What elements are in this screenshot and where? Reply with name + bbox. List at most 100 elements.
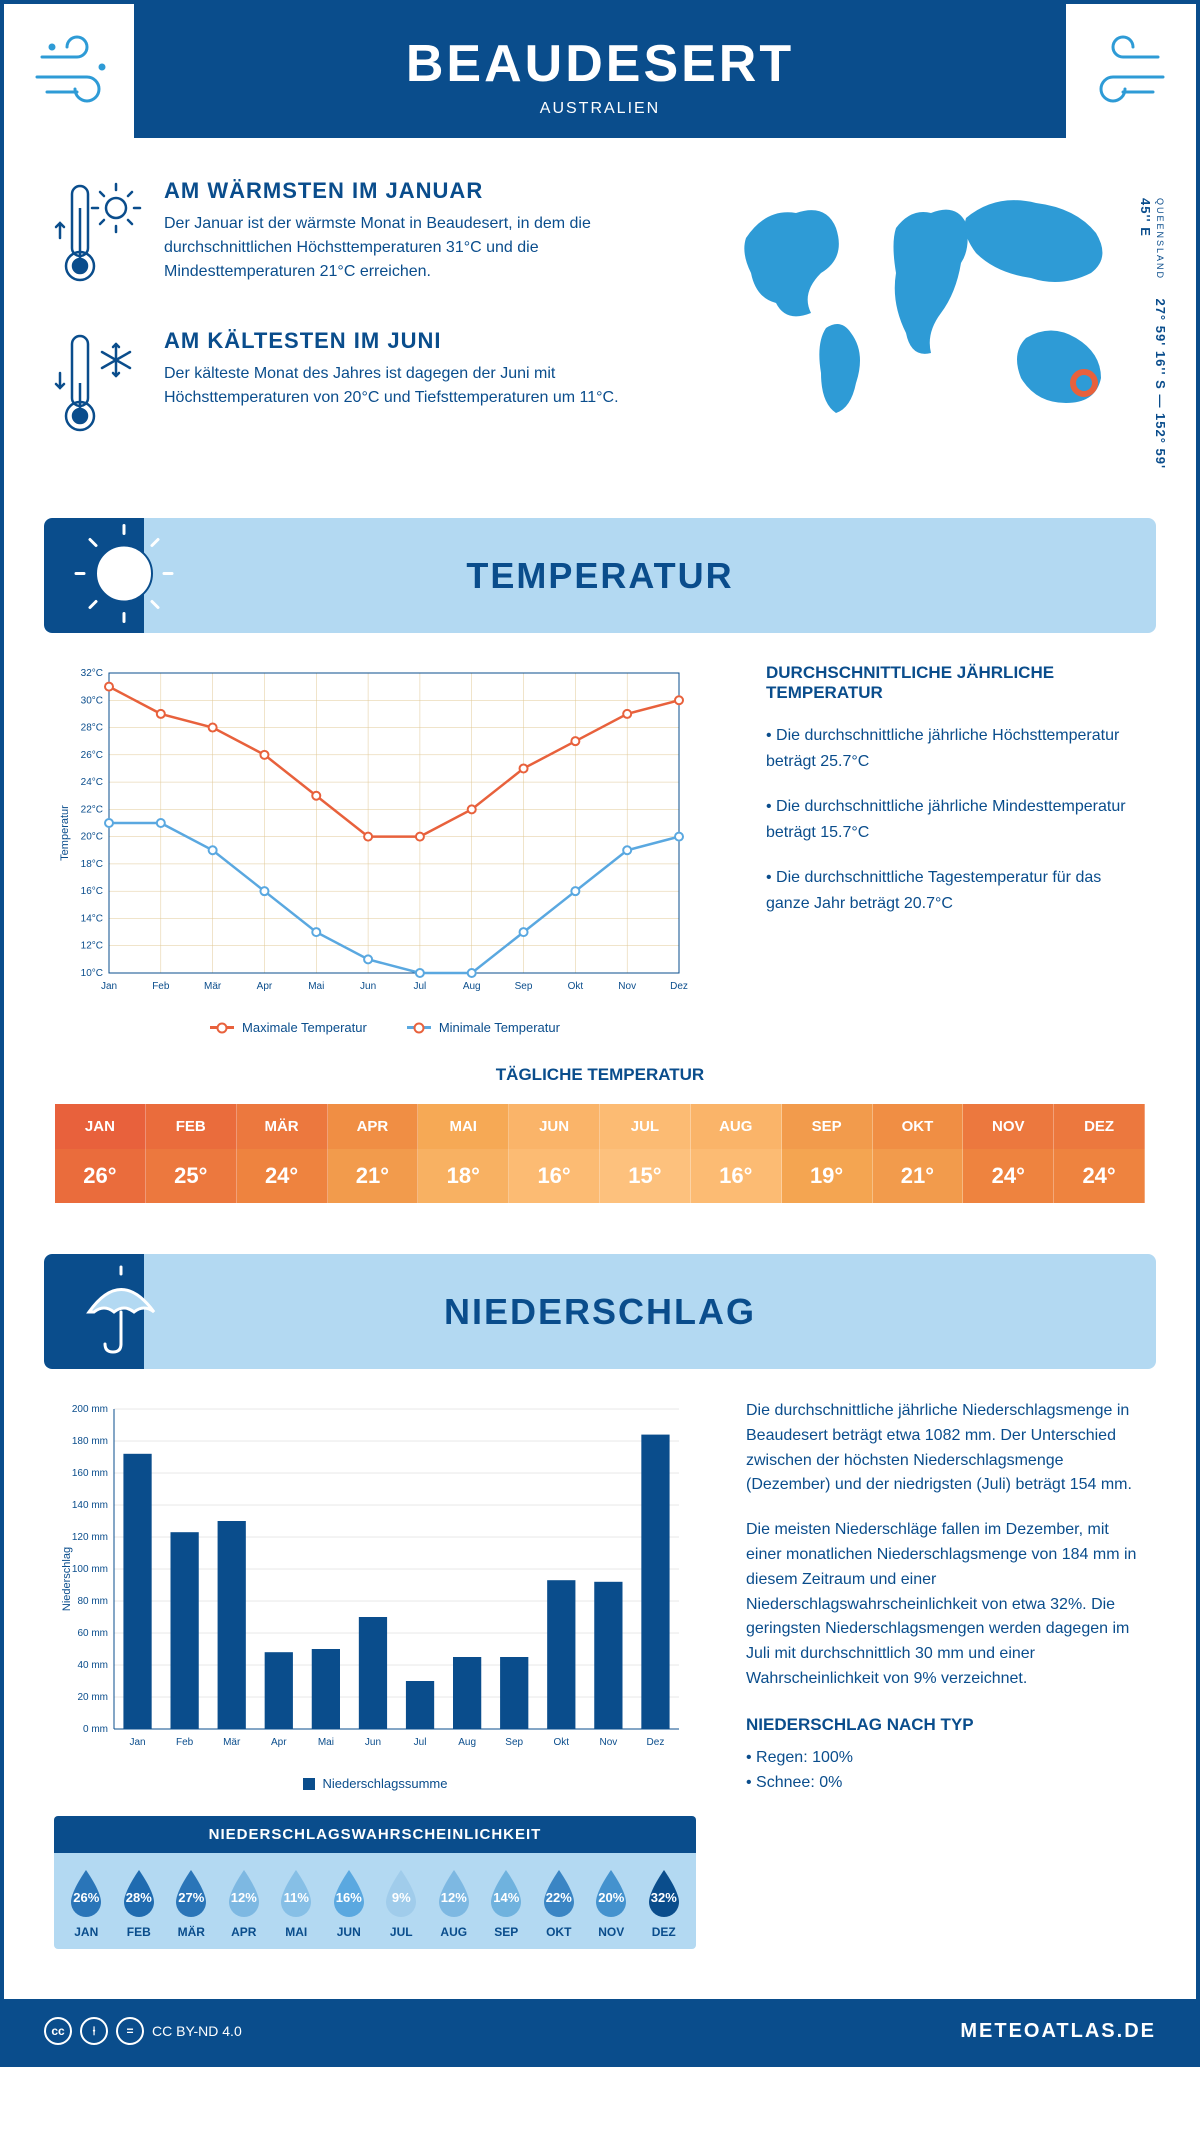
- svg-text:Mär: Mär: [223, 1737, 241, 1748]
- svg-text:20°C: 20°C: [81, 832, 103, 843]
- prob-cell: 9% JUL: [375, 1867, 428, 1939]
- precip-prob-grid: 26% JAN 28% FEB 27% MÄR 12% APR: [54, 1853, 696, 1949]
- site-name: METEOATLAS.DE: [960, 2020, 1156, 2043]
- prob-cell: 16% JUN: [323, 1867, 376, 1939]
- annual-temp-p2: • Die durchschnittliche jährliche Mindes…: [766, 794, 1146, 845]
- by-icon: ⍿: [80, 2017, 108, 2045]
- umbrella-icon: [74, 1262, 169, 1357]
- daily-month: MÄR: [237, 1104, 328, 1149]
- svg-text:Feb: Feb: [152, 981, 170, 992]
- prob-cell: 14% SEP: [480, 1867, 533, 1939]
- raindrop-icon: 12%: [223, 1867, 265, 1919]
- daily-temp-title: TÄGLICHE TEMPERATUR: [54, 1065, 1146, 1085]
- daily-value: 24°: [963, 1149, 1054, 1203]
- svg-text:Nov: Nov: [618, 981, 636, 992]
- svg-text:Mär: Mär: [204, 981, 222, 992]
- svg-text:200 mm: 200 mm: [72, 1404, 108, 1415]
- svg-text:16°C: 16°C: [81, 886, 103, 897]
- prob-cell: 27% MÄR: [165, 1867, 218, 1939]
- svg-text:100 mm: 100 mm: [72, 1564, 108, 1575]
- svg-text:60 mm: 60 mm: [77, 1628, 108, 1639]
- svg-text:Aug: Aug: [458, 1737, 476, 1748]
- svg-text:Niederschlag: Niederschlag: [61, 1547, 73, 1611]
- daily-month: JAN: [55, 1104, 146, 1149]
- raindrop-icon: 11%: [275, 1867, 317, 1919]
- daily-value: 15°: [600, 1149, 691, 1203]
- wind-icon: [1068, 32, 1168, 112]
- daily-month: SEP: [782, 1104, 873, 1149]
- prob-cell: 12% AUG: [428, 1867, 481, 1939]
- raindrop-icon: 14%: [485, 1867, 527, 1919]
- precip-prob-title: NIEDERSCHLAGSWAHRSCHEINLICHKEIT: [54, 1816, 696, 1853]
- daily-value: 16°: [691, 1149, 782, 1203]
- raindrop-icon: 27%: [170, 1867, 212, 1919]
- footer: cc ⍿ = CC BY-ND 4.0 METEOATLAS.DE: [4, 1999, 1196, 2063]
- coldest-fact: AM KÄLTESTEN IM JUNI Der kälteste Monat …: [54, 328, 686, 443]
- precip-p1: Die durchschnittliche jährliche Niedersc…: [746, 1399, 1146, 1498]
- daily-value: 24°: [1054, 1149, 1145, 1203]
- svg-text:80 mm: 80 mm: [77, 1596, 108, 1607]
- daily-value: 18°: [418, 1149, 509, 1203]
- precip-p2: Die meisten Niederschläge fallen im Deze…: [746, 1518, 1146, 1692]
- prob-cell: 11% MAI: [270, 1867, 323, 1939]
- thermometer-sun-icon: [54, 178, 144, 288]
- precipitation-banner: NIEDERSCHLAG: [44, 1254, 1156, 1369]
- daily-month: FEB: [146, 1104, 237, 1149]
- infographic-page: BEAUDESERT AUSTRALIEN: [0, 0, 1200, 2067]
- svg-text:Okt: Okt: [568, 981, 584, 992]
- prob-cell: 22% OKT: [533, 1867, 586, 1939]
- daily-month: MAI: [418, 1104, 509, 1149]
- daily-value: 25°: [146, 1149, 237, 1203]
- temperature-heading: TEMPERATUR: [466, 555, 733, 597]
- prob-cell: 32% DEZ: [638, 1867, 691, 1939]
- legend-max: Maximale Temperatur: [242, 1020, 367, 1035]
- world-map-icon: [716, 178, 1146, 438]
- daily-month: NOV: [963, 1104, 1054, 1149]
- svg-text:Aug: Aug: [463, 981, 481, 992]
- sun-icon: [74, 523, 174, 623]
- daily-month: JUN: [509, 1104, 600, 1149]
- raindrop-icon: 28%: [118, 1867, 160, 1919]
- svg-text:40 mm: 40 mm: [77, 1660, 108, 1671]
- svg-text:Nov: Nov: [599, 1737, 617, 1748]
- svg-text:Jan: Jan: [129, 1737, 145, 1748]
- svg-text:Apr: Apr: [271, 1737, 287, 1748]
- annual-temp-p3: • Die durchschnittliche Tagestemperatur …: [766, 865, 1146, 916]
- legend-min: Minimale Temperatur: [439, 1020, 560, 1035]
- raindrop-icon: 22%: [538, 1867, 580, 1919]
- precip-snow: • Schnee: 0%: [746, 1771, 1146, 1796]
- prob-cell: 26% JAN: [60, 1867, 113, 1939]
- warmest-text: Der Januar ist der wärmste Monat in Beau…: [164, 212, 686, 284]
- location-country: AUSTRALIEN: [134, 100, 1066, 118]
- daily-temp-table: JANFEBMÄRAPRMAIJUNJULAUGSEPOKTNOVDEZ26°2…: [54, 1103, 1146, 1204]
- prob-cell: 28% FEB: [113, 1867, 166, 1939]
- svg-text:140 mm: 140 mm: [72, 1500, 108, 1511]
- raindrop-icon: 16%: [328, 1867, 370, 1919]
- daily-value: 16°: [509, 1149, 600, 1203]
- svg-text:10°C: 10°C: [81, 968, 103, 979]
- warmest-title: AM WÄRMSTEN IM JANUAR: [164, 178, 686, 204]
- svg-text:26°C: 26°C: [81, 750, 103, 761]
- svg-text:28°C: 28°C: [81, 723, 103, 734]
- raindrop-icon: 32%: [643, 1867, 685, 1919]
- header: BEAUDESERT AUSTRALIEN: [134, 4, 1066, 138]
- region-label: QUEENSLAND: [1155, 198, 1165, 280]
- svg-text:Dez: Dez: [670, 981, 688, 992]
- raindrop-icon: 20%: [590, 1867, 632, 1919]
- svg-text:Sep: Sep: [515, 981, 533, 992]
- svg-text:20 mm: 20 mm: [77, 1692, 108, 1703]
- temperature-line-chart: 10°C12°C14°C16°C18°C20°C22°C24°C26°C28°C…: [54, 663, 716, 1035]
- svg-text:18°C: 18°C: [81, 859, 103, 870]
- daily-month: DEZ: [1054, 1104, 1145, 1149]
- svg-text:Jun: Jun: [360, 981, 376, 992]
- svg-text:Jan: Jan: [101, 981, 117, 992]
- svg-text:Mai: Mai: [318, 1737, 334, 1748]
- coldest-title: AM KÄLTESTEN IM JUNI: [164, 328, 686, 354]
- svg-text:22°C: 22°C: [81, 804, 103, 815]
- nd-icon: =: [116, 2017, 144, 2045]
- annual-temp-title: DURCHSCHNITTLICHE JÄHRLICHE TEMPERATUR: [766, 663, 1146, 703]
- precip-type-title: NIEDERSCHLAG NACH TYP: [746, 1712, 1146, 1738]
- prob-cell: 12% APR: [218, 1867, 271, 1939]
- wind-icon: [32, 32, 132, 112]
- svg-text:Apr: Apr: [257, 981, 273, 992]
